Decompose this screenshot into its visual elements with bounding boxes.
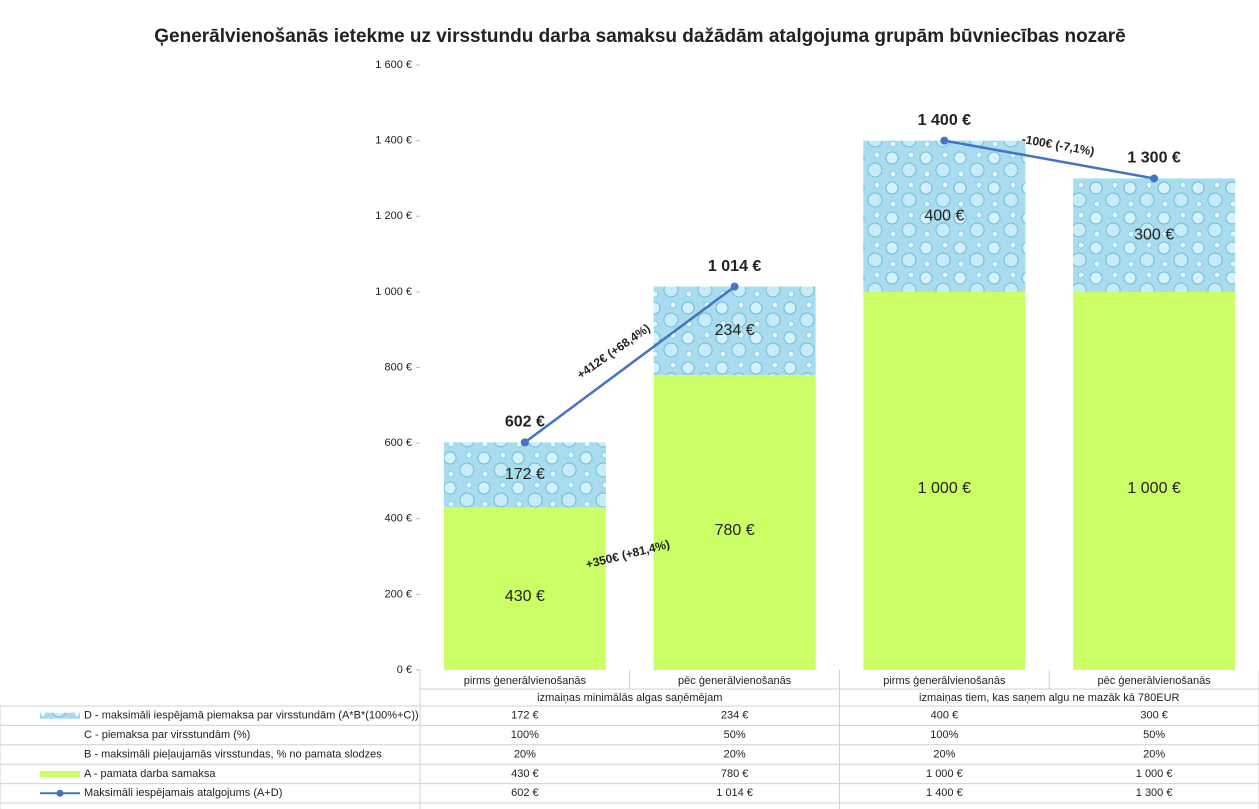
table-cell: 100% (930, 729, 958, 741)
bar-segment (653, 286, 816, 376)
bar-segment (443, 442, 606, 508)
group-label: izmaiņas minimālās algas saņēmējam (537, 692, 722, 704)
y-tick-label: 1 200 € (375, 210, 412, 222)
group-label: izmaiņas tiem, kas saņem algu ne mazāk k… (919, 692, 1180, 704)
y-tick-label: 1 000 € (375, 286, 412, 298)
table-cell: 1 014 € (716, 787, 753, 799)
line-marker (940, 136, 949, 145)
legend-key (40, 770, 80, 777)
table-cell: 20% (514, 748, 536, 760)
bar-segment (1073, 291, 1236, 670)
table-cell: 1 400 € (926, 787, 963, 799)
table-cell: 20% (724, 748, 746, 760)
table-cell: 172 € (511, 710, 539, 722)
legend-key (40, 712, 80, 719)
data-label: 1 000 € (1127, 480, 1180, 497)
x-tick-label: pēc ģenerālvienošanās (1098, 674, 1212, 687)
line-marker (520, 438, 529, 447)
chart-title: Ģenerālvienošanās ietekme uz virsstundu … (154, 26, 1125, 47)
data-label: 234 € (715, 322, 755, 339)
bar-segment (863, 140, 1026, 292)
y-tick-label: 0 € (397, 664, 412, 676)
y-tick-label: 1 600 € (375, 59, 412, 71)
data-label: 1 400 € (918, 112, 971, 129)
table-cell: 780 € (721, 768, 749, 780)
y-tick-label: 600 € (384, 437, 412, 449)
table-cell: 602 € (511, 787, 539, 799)
data-label: 602 € (505, 414, 545, 431)
table-cell: 50% (724, 729, 746, 741)
y-tick-label: 1 400 € (375, 135, 412, 147)
bar-segment (653, 375, 816, 670)
table-cell: 400 € (931, 710, 959, 722)
table-cell: 430 € (511, 768, 539, 780)
table-cell: 20% (1143, 748, 1165, 760)
table-cell: 50% (1143, 729, 1165, 741)
x-tick-label: pirms ģenerālvienošanās (883, 674, 1006, 687)
legend-key (56, 789, 64, 797)
data-label: 400 € (924, 207, 964, 224)
x-tick-label: pēc ģenerālvienošanās (678, 674, 792, 687)
legend-label: C - piemaksa par virsstundām (%) (84, 729, 250, 741)
x-tick-label: pirms ģenerālvienošanās (464, 674, 587, 687)
table-cell: 234 € (721, 710, 749, 722)
table-cell: 20% (933, 748, 955, 760)
bar-segment (863, 291, 1026, 670)
annotation: -100€ (-7,1%) (1021, 132, 1096, 159)
data-label: 1 000 € (918, 480, 971, 497)
table-cell: 1 300 € (1136, 787, 1173, 799)
data-label: 1 014 € (708, 258, 761, 275)
line-marker (730, 282, 739, 291)
line-series (524, 285, 736, 444)
y-tick-label: 400 € (384, 513, 412, 525)
annotation: +412€ (+68,4%) (574, 321, 653, 382)
y-tick-label: 800 € (384, 361, 412, 373)
table-cell: 1 000 € (1136, 768, 1173, 780)
table-cell: 1 000 € (926, 768, 963, 780)
table-cell: 100% (511, 729, 539, 741)
y-tick-label: 200 € (384, 588, 412, 600)
legend-label: B - maksimāli pieļaujamās virsstundas, %… (84, 748, 382, 760)
data-label: 780 € (715, 522, 755, 539)
line-series (944, 139, 1155, 180)
legend-label: A - pamata darba samaksa (84, 768, 216, 780)
data-label: 1 300 € (1127, 150, 1180, 167)
data-label: 430 € (505, 588, 545, 605)
legend-label: D - maksimāli iespējamā piemaksa par vir… (84, 710, 419, 722)
data-label: 172 € (505, 466, 545, 483)
bar-segment (1073, 178, 1236, 292)
table-cell: 300 € (1140, 710, 1168, 722)
data-label: 300 € (1134, 226, 1174, 243)
line-marker (1150, 174, 1159, 183)
legend-label: Maksimāli iespējamais atalgojums (A+D) (84, 787, 282, 799)
bar-segment (443, 507, 606, 670)
